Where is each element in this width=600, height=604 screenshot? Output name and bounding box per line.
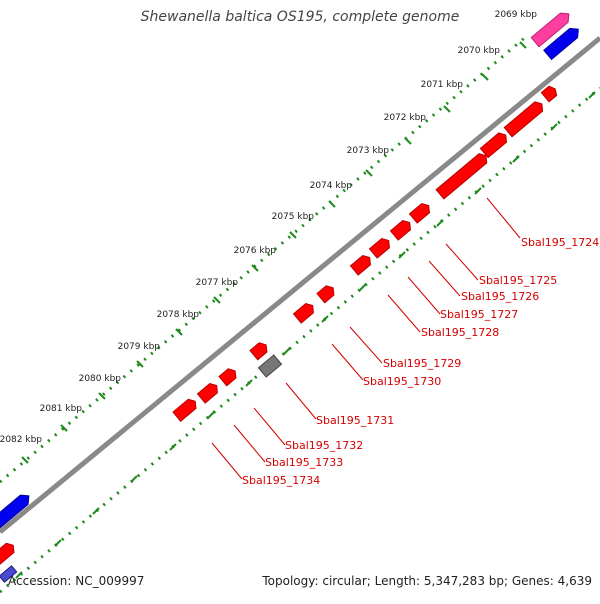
gene-arrow-red[interactable] <box>479 130 509 159</box>
genome-summary-text: Topology: circular; Length: 5,347,283 bp… <box>262 574 592 588</box>
ruler-tick <box>443 105 451 113</box>
gene-arrow-red[interactable] <box>503 99 545 138</box>
gene-arrow-red[interactable] <box>368 236 392 259</box>
accession-text: Accession: NC_009997 <box>8 574 145 588</box>
gene-arrow-blue[interactable] <box>0 491 33 530</box>
gene-label[interactable]: Sbal195_1733 <box>265 456 343 469</box>
gene-label[interactable]: Sbal195_1725 <box>479 274 557 287</box>
gene-arrow-gray[interactable] <box>257 354 283 378</box>
scale-label: 2078 kbp <box>157 310 200 320</box>
label-leader-line <box>407 276 441 315</box>
gene-label[interactable]: Sbal195_1731 <box>316 414 394 427</box>
ruler-tick <box>365 169 373 177</box>
gene-arrow-pink[interactable] <box>530 9 572 48</box>
gene-label[interactable]: Sbal195_1727 <box>440 308 518 321</box>
scale-label: 2080 kbp <box>79 374 122 384</box>
ruler-tick <box>136 360 144 368</box>
gene-arrow-red[interactable] <box>196 381 220 404</box>
gene-label[interactable]: Sbal195_1730 <box>363 375 441 388</box>
gene-arrow-blue[interactable] <box>0 565 18 583</box>
gene-label[interactable]: Sbal195_1729 <box>383 357 461 370</box>
gene-arrow-red[interactable] <box>292 301 316 324</box>
ruler-tick <box>15 571 23 579</box>
ruler-tick <box>283 347 291 355</box>
gene-arrow-red[interactable] <box>316 283 337 304</box>
label-leader-line <box>428 260 461 297</box>
ruler-tick <box>512 155 520 163</box>
label-leader-line <box>285 382 317 420</box>
scale-label: 2073 kbp <box>347 146 390 156</box>
gene-label[interactable]: Sbal195_1724 <box>521 236 599 249</box>
scale-label: 2069 kbp <box>495 10 538 20</box>
ruler-tick <box>169 443 177 451</box>
ruler-tick <box>213 296 221 304</box>
ruler-tick <box>404 137 412 145</box>
gene-arrow-blue[interactable] <box>543 25 582 61</box>
scale-label: 2077 kbp <box>196 278 239 288</box>
ruler-tick <box>359 283 367 291</box>
scale-label: 2074 kbp <box>310 181 353 191</box>
ruler-tick <box>21 456 29 464</box>
gene-arrow-red[interactable] <box>349 253 373 276</box>
gene-arrow-red[interactable] <box>172 397 199 423</box>
gene-arrow-red[interactable] <box>0 541 17 567</box>
ruler-tick <box>251 264 259 272</box>
scale-label: 2079 kbp <box>118 342 161 352</box>
scale-label: 2072 kbp <box>384 113 427 123</box>
ruler-tick <box>519 41 527 49</box>
ruler-tick <box>98 392 106 400</box>
label-leader-line <box>233 424 266 463</box>
gene-arrow-red[interactable] <box>249 340 270 361</box>
scale-label: 2071 kbp <box>421 80 464 90</box>
ruler-tick <box>54 539 62 547</box>
ruler-tick <box>289 231 297 239</box>
ruler-tick <box>321 315 329 323</box>
label-leader-line <box>331 343 364 381</box>
ruler-tick <box>588 91 596 99</box>
gene-arrow-red[interactable] <box>435 151 490 200</box>
gene-arrow-red[interactable] <box>408 201 432 224</box>
gene-arrow-red[interactable] <box>540 84 559 103</box>
gene-label[interactable]: Sbal195_1728 <box>421 326 499 339</box>
gene-label[interactable]: Sbal195_1732 <box>285 439 363 452</box>
scale-label: 2070 kbp <box>458 46 501 56</box>
genome-backbone <box>0 36 600 534</box>
scale-label: 2082 kbp <box>0 435 42 445</box>
ruler-tick <box>130 475 138 483</box>
ruler-tick <box>436 219 444 227</box>
ruler-tick <box>207 411 215 419</box>
ruler-tick <box>474 187 482 195</box>
label-leader-line <box>445 243 479 281</box>
map-title: Shewanella baltica OS195, complete genom… <box>140 9 460 25</box>
outer-ruler <box>0 33 529 484</box>
ruler-tick <box>328 200 336 208</box>
scale-label: 2081 kbp <box>40 404 83 414</box>
gene-arrow-red[interactable] <box>389 218 413 241</box>
gene-label[interactable]: Sbal195_1726 <box>461 290 539 303</box>
scale-label: 2076 kbp <box>234 246 277 256</box>
ruler-tick <box>550 123 558 131</box>
ruler-tick <box>398 251 406 259</box>
ruler-tick <box>175 328 183 336</box>
scale-label: 2075 kbp <box>272 212 315 222</box>
label-leader-line <box>253 407 286 446</box>
gene-label[interactable]: Sbal195_1734 <box>242 474 320 487</box>
ruler-tick <box>245 379 253 387</box>
inner-ruler <box>0 86 600 594</box>
label-leader-line <box>486 197 521 239</box>
label-leader-line <box>211 442 243 480</box>
label-leader-line <box>349 326 383 364</box>
gene-arrow-red[interactable] <box>218 366 239 387</box>
label-leader-line <box>387 294 421 333</box>
ruler-tick <box>481 73 489 81</box>
ruler-tick <box>92 507 100 515</box>
ruler-tick <box>60 424 68 432</box>
